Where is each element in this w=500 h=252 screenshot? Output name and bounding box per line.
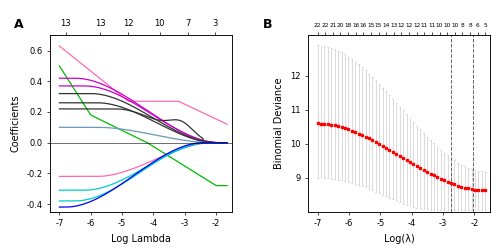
Y-axis label: Binomial Deviance: Binomial Deviance — [274, 78, 284, 169]
X-axis label: Log Lambda: Log Lambda — [111, 234, 171, 244]
Text: B: B — [262, 18, 272, 31]
Y-axis label: Coefficients: Coefficients — [10, 95, 20, 152]
X-axis label: Log(λ): Log(λ) — [384, 234, 414, 244]
Text: A: A — [14, 18, 24, 31]
